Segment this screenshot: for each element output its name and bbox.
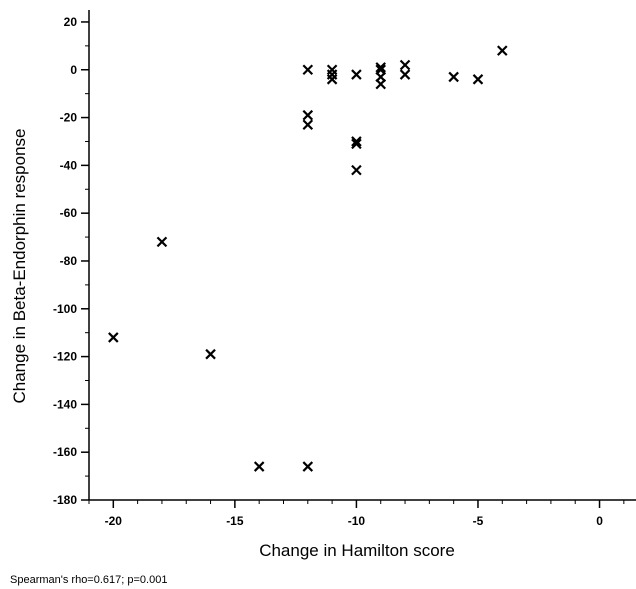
marker-stroke bbox=[302, 109, 314, 121]
data-points bbox=[108, 45, 508, 472]
x-tick-label: -10 bbox=[348, 514, 366, 528]
marker-stroke bbox=[302, 461, 314, 472]
plot-area bbox=[88, 10, 636, 501]
marker-stroke bbox=[472, 74, 484, 85]
data-point bbox=[302, 109, 314, 121]
y-tick-label: -60 bbox=[60, 206, 78, 220]
data-point bbox=[302, 64, 314, 76]
data-point bbox=[375, 78, 387, 90]
marker-stroke bbox=[351, 164, 362, 176]
data-point bbox=[205, 348, 216, 360]
stats-annotation: Spearman's rho=0.617; p=0.001 bbox=[10, 574, 167, 586]
y-tick-label: -180 bbox=[53, 493, 77, 507]
marker-stroke bbox=[351, 138, 362, 150]
data-point bbox=[156, 236, 168, 248]
y-tick-label: -120 bbox=[53, 350, 77, 364]
marker-stroke bbox=[205, 348, 216, 360]
marker-stroke bbox=[351, 69, 362, 80]
data-point bbox=[448, 71, 459, 83]
data-point bbox=[351, 136, 362, 147]
data-point bbox=[497, 45, 508, 56]
data-point bbox=[472, 74, 484, 85]
data-point bbox=[399, 69, 411, 80]
y-axis-title: Change in Beta-Endorphin response bbox=[10, 128, 29, 403]
y-tick-label: 20 bbox=[64, 15, 78, 29]
data-point bbox=[351, 69, 362, 80]
x-tick-label: -15 bbox=[226, 514, 244, 528]
y-tick-label: -160 bbox=[53, 445, 77, 459]
data-point bbox=[399, 59, 411, 71]
marker-stroke bbox=[399, 59, 411, 71]
data-point bbox=[108, 332, 119, 343]
y-axis: 20 0 -20 -40 -60 -80 -100 -120 -140 -160 -180 bbox=[53, 15, 89, 507]
marker-stroke bbox=[399, 69, 411, 80]
y-tick-label: 0 bbox=[70, 63, 77, 77]
marker-stroke bbox=[326, 74, 338, 85]
marker-stroke bbox=[156, 236, 168, 248]
x-tick-label: 0 bbox=[596, 514, 603, 528]
x-axis: -20 -15 -10 -5 0 bbox=[88, 500, 625, 528]
marker-stroke bbox=[253, 461, 265, 472]
data-point bbox=[302, 119, 314, 131]
data-point bbox=[351, 164, 362, 176]
y-tick-label: -140 bbox=[53, 397, 77, 411]
data-point bbox=[351, 138, 362, 150]
data-point bbox=[375, 62, 387, 73]
data-point bbox=[253, 461, 265, 472]
data-point bbox=[302, 461, 314, 472]
y-tick-label: -80 bbox=[60, 254, 78, 268]
x-axis-title: Change in Hamilton score bbox=[259, 541, 455, 560]
marker-stroke bbox=[302, 64, 314, 76]
marker-stroke bbox=[497, 45, 508, 56]
y-tick-label: -20 bbox=[60, 111, 78, 125]
data-point bbox=[326, 74, 338, 85]
marker-stroke bbox=[375, 78, 387, 90]
marker-stroke bbox=[448, 71, 459, 83]
y-tick-label: -40 bbox=[60, 158, 78, 172]
marker-stroke bbox=[108, 332, 119, 343]
x-tick-label: -20 bbox=[105, 514, 123, 528]
x-tick-label: -5 bbox=[473, 514, 484, 528]
marker-stroke bbox=[351, 136, 362, 147]
marker-stroke bbox=[375, 62, 387, 73]
marker-stroke bbox=[302, 119, 314, 131]
y-tick-label: -100 bbox=[53, 302, 77, 316]
